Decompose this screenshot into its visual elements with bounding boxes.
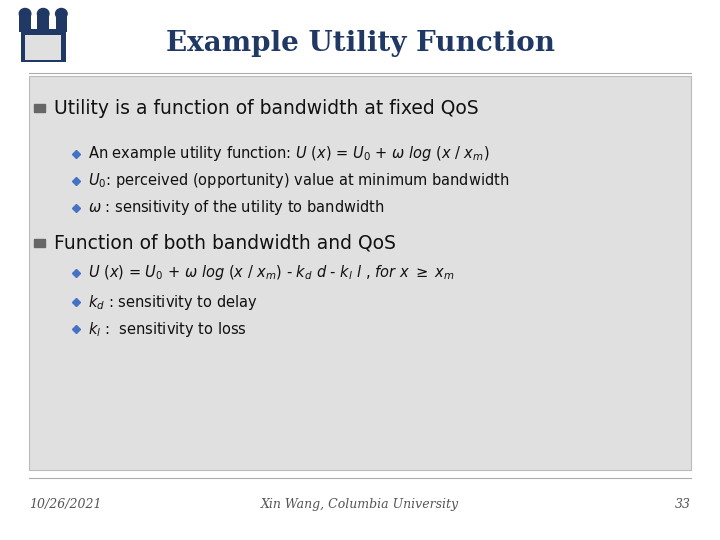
Text: 10/26/2021: 10/26/2021 xyxy=(29,498,102,511)
Circle shape xyxy=(37,8,50,19)
Text: $\mathit{k}_d$ : sensitivity to delay: $\mathit{k}_d$ : sensitivity to delay xyxy=(88,293,258,312)
FancyBboxPatch shape xyxy=(19,16,31,32)
FancyBboxPatch shape xyxy=(29,76,691,470)
Bar xyxy=(34,239,45,247)
Text: An example utility function: $\mathit{U}$ ($\mathit{x}$) = $\mathit{U}_0$ + $\om: An example utility function: $\mathit{U}… xyxy=(88,144,490,164)
Circle shape xyxy=(55,8,68,19)
FancyBboxPatch shape xyxy=(55,16,67,32)
Text: $\mathit{k}_l$ :  sensitivity to loss: $\mathit{k}_l$ : sensitivity to loss xyxy=(88,320,246,339)
FancyBboxPatch shape xyxy=(37,16,49,32)
Text: Example Utility Function: Example Utility Function xyxy=(166,30,554,57)
Text: $\mathit{U}_0$: perceived (opportunity) value at minimum bandwidth: $\mathit{U}_0$: perceived (opportunity) … xyxy=(88,171,509,191)
Text: Xin Wang, Columbia University: Xin Wang, Columbia University xyxy=(261,498,459,511)
Text: $\mathit{U}$ ($\mathit{x}$) = $\mathit{U}_0$ + $\omega$ $\mathit{log}$ ($\mathit: $\mathit{U}$ ($\mathit{x}$) = $\mathit{U… xyxy=(88,263,455,282)
Circle shape xyxy=(19,8,32,19)
Text: Function of both bandwidth and QoS: Function of both bandwidth and QoS xyxy=(54,233,396,253)
Text: Utility is a function of bandwidth at fixed QoS: Utility is a function of bandwidth at fi… xyxy=(54,98,479,118)
Text: 33: 33 xyxy=(675,498,691,511)
Text: $\omega$ : sensitivity of the utility to bandwidth: $\omega$ : sensitivity of the utility to… xyxy=(88,198,384,218)
Bar xyxy=(34,104,45,112)
FancyBboxPatch shape xyxy=(20,29,66,62)
FancyBboxPatch shape xyxy=(25,35,61,60)
